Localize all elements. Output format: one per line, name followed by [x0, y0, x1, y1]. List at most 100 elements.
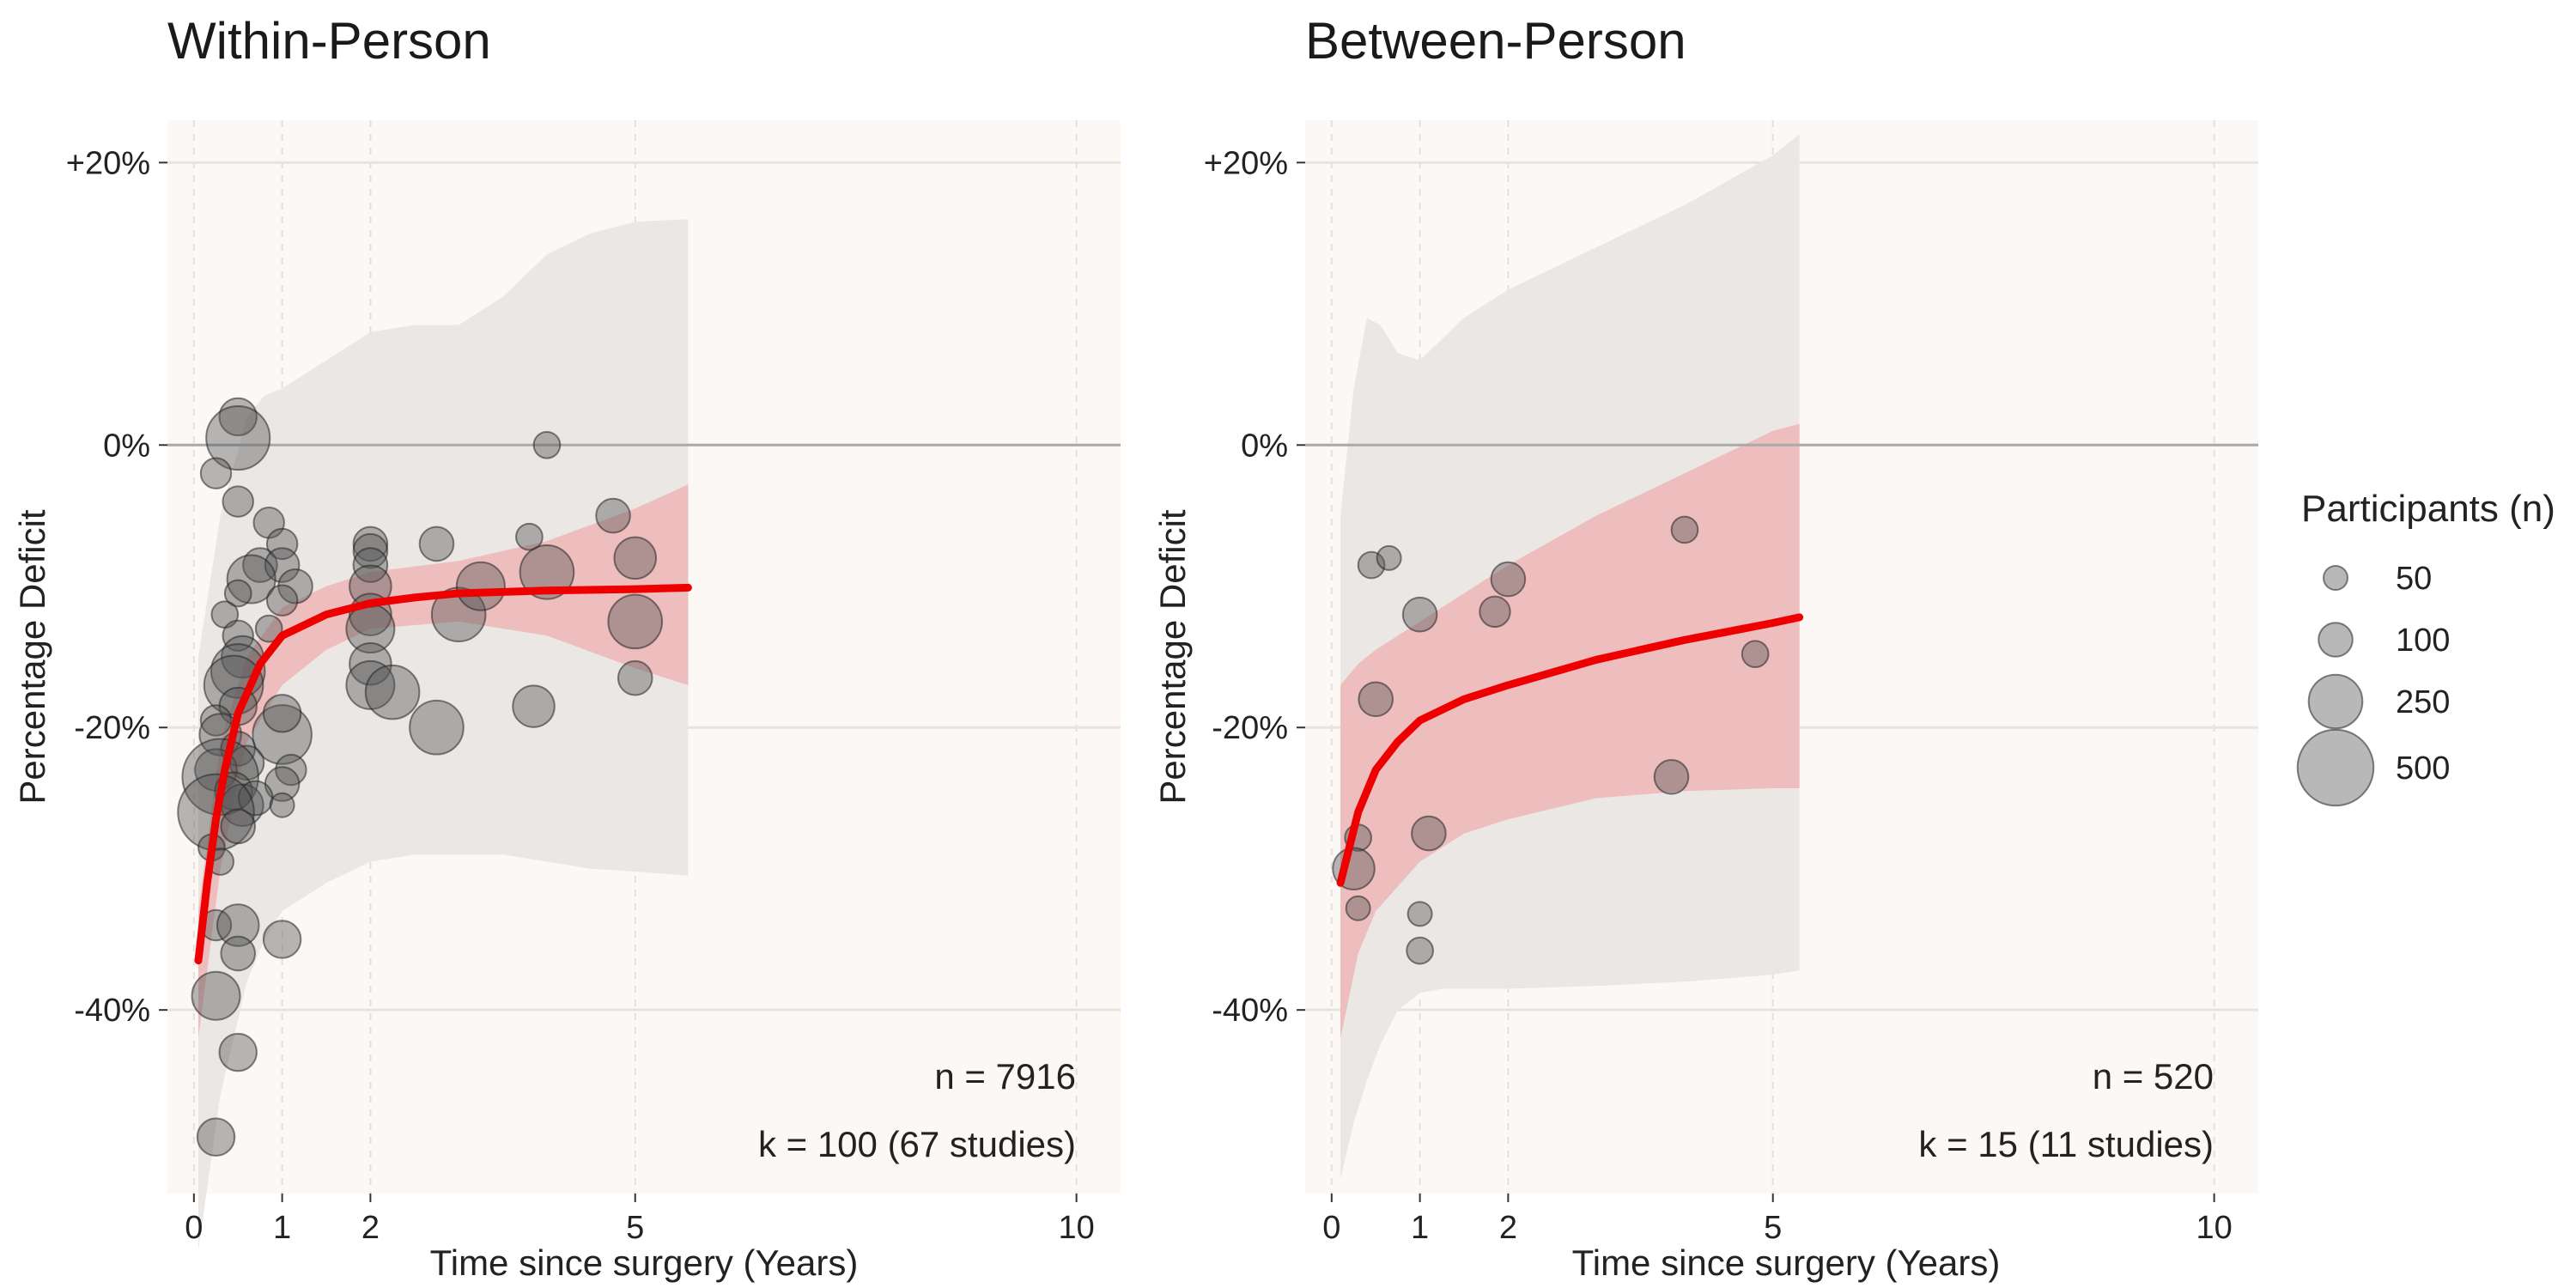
- data-point: [418, 526, 455, 562]
- y-tick-label: +20%: [1204, 145, 1288, 181]
- data-point: [262, 920, 302, 959]
- y-tick-label: -20%: [74, 710, 150, 746]
- data-point: [1741, 640, 1770, 669]
- legend: Participants (n) 50 100 250 500: [2296, 488, 2555, 807]
- annotation-k: k = 100 (67 studies): [758, 1124, 1076, 1164]
- legend-label: 100: [2396, 623, 2450, 659]
- data-point: [595, 497, 631, 534]
- data-point: [220, 935, 257, 972]
- data-point: [1406, 901, 1433, 927]
- data-point: [1376, 544, 1402, 571]
- data-point: [1490, 561, 1527, 598]
- annotation-n: n = 7916: [934, 1056, 1076, 1097]
- data-point: [613, 536, 657, 580]
- x-axis-label: Time since surgery (Years): [430, 1242, 859, 1283]
- y-tick-label: +20%: [66, 145, 150, 181]
- data-point: [199, 704, 233, 737]
- inner-band-layer: [1340, 423, 1800, 1039]
- panel-within-person: Within-Person 0 1 2 5 10 +20% 0% -20% -40% n = 7…: [12, 12, 1121, 1283]
- data-point: [364, 664, 421, 720]
- data-point: [532, 430, 562, 459]
- data-point: [203, 654, 264, 716]
- x-axis-label: Time since surgery (Years): [1572, 1242, 2001, 1283]
- x-tick-label: 1: [273, 1210, 291, 1246]
- data-point: [265, 527, 299, 561]
- panel-between-person: Between-Person 0 1 2 5 10 +20% 0% -20% -40% n = …: [1152, 12, 2258, 1283]
- data-point: [1357, 550, 1386, 580]
- panel-title: Within-Person: [167, 12, 491, 70]
- fit-line: [194, 583, 692, 965]
- y-tick-label: 0%: [1241, 428, 1288, 464]
- x-tick-label: 5: [1764, 1210, 1782, 1246]
- legend-key: [2296, 728, 2375, 807]
- panel-title: Between-Person: [1305, 12, 1686, 70]
- data-point: [199, 457, 233, 489]
- data-point: [265, 584, 299, 617]
- data-point: [1406, 936, 1434, 965]
- prediction-band: [198, 219, 689, 1250]
- x-tick-label: 0: [185, 1210, 203, 1246]
- data-point: [191, 970, 241, 1021]
- fit-layer: [194, 583, 692, 965]
- legend-label: 500: [2396, 750, 2450, 787]
- x-tick-label: 1: [1411, 1210, 1429, 1246]
- data-point: [1653, 759, 1690, 795]
- data-point: [1358, 681, 1394, 718]
- legend-key: [2318, 622, 2354, 658]
- data-point: [226, 554, 276, 605]
- outer-band-layer: [198, 219, 689, 1250]
- x-tick-label: 5: [626, 1210, 644, 1246]
- data-point: [220, 808, 257, 845]
- y-tick-label: -20%: [1212, 710, 1288, 746]
- data-point: [512, 684, 556, 728]
- data-point: [345, 659, 396, 710]
- fit-layer: [1336, 613, 1804, 887]
- points-layer: [1332, 515, 1770, 965]
- data-point: [409, 699, 465, 756]
- x-tick-label: 10: [2196, 1210, 2232, 1246]
- confidence-band: [1340, 423, 1800, 1039]
- data-point: [254, 614, 283, 643]
- data-point: [519, 544, 575, 600]
- y-axis-label: Percentage Deficit: [1152, 509, 1193, 805]
- y-axis-label: Percentage Deficit: [12, 509, 52, 805]
- data-point: [242, 547, 278, 583]
- legend-label: 250: [2396, 684, 2450, 720]
- x-tick-label: 0: [1322, 1210, 1340, 1246]
- data-point: [264, 547, 301, 583]
- confidence-band: [198, 484, 689, 1039]
- y-tick-label: -40%: [74, 993, 150, 1029]
- data-point: [205, 405, 271, 471]
- y-tick-label: 0%: [103, 428, 150, 464]
- data-point: [223, 579, 252, 608]
- data-point: [1670, 515, 1699, 544]
- inner-band-layer: [198, 484, 689, 1039]
- fit-line: [1336, 613, 1804, 887]
- y-tick-label: -40%: [1212, 993, 1288, 1029]
- x-tick-label: 2: [1499, 1210, 1517, 1246]
- data-point: [218, 1032, 258, 1072]
- data-point: [349, 641, 392, 686]
- data-point: [430, 586, 487, 642]
- legend-items: 50 100 250 500: [2296, 561, 2450, 807]
- x-tick-label: 10: [1058, 1210, 1094, 1246]
- legend-title: Participants (n): [2301, 488, 2555, 530]
- data-point: [352, 532, 389, 569]
- data-point: [515, 522, 544, 551]
- data-point: [455, 561, 506, 611]
- data-point: [1401, 596, 1438, 633]
- data-point: [196, 1117, 236, 1157]
- legend-label: 50: [2396, 561, 2432, 597]
- data-point: [269, 792, 295, 818]
- data-point: [252, 704, 313, 765]
- legend-key: [2323, 565, 2348, 591]
- data-point: [262, 694, 302, 733]
- data-point: [222, 485, 254, 518]
- data-point: [216, 903, 260, 947]
- data-point: [607, 593, 664, 650]
- ticks-layer: 0 1 2 5 10 +20% 0% -20% -40%: [66, 145, 1095, 1246]
- annotation-k: k = 15 (11 studies): [1918, 1124, 2214, 1164]
- data-point: [1345, 895, 1371, 921]
- data-point: [1479, 595, 1511, 629]
